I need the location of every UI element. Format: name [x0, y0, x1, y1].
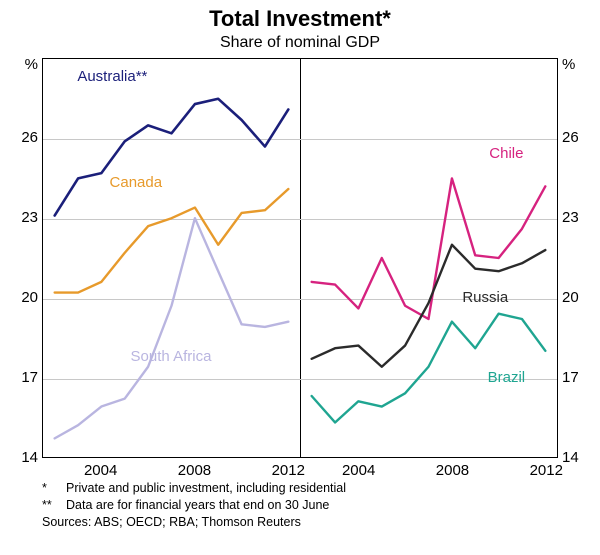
footnote-mark-1: *: [42, 480, 66, 497]
x-tick-label: 2012: [530, 462, 563, 479]
footnotes: * Private and public investment, includi…: [42, 480, 346, 531]
page-title: Total Investment*: [0, 6, 600, 32]
y-unit-label: %: [562, 56, 575, 73]
y-tick-label-left: 17: [8, 369, 38, 386]
x-tick-label: 2004: [342, 462, 375, 479]
x-tick-label: 2004: [84, 462, 117, 479]
series-label: Chile: [489, 145, 523, 162]
y-tick-label-left: 23: [8, 209, 38, 226]
y-tick-label-right: 20: [562, 289, 592, 306]
y-tick-label-right: 23: [562, 209, 592, 226]
footnote-text-2: Data are for financial years that end on…: [66, 497, 329, 514]
footnote-text-1: Private and public investment, including…: [66, 480, 346, 497]
series-label: Brazil: [488, 369, 526, 386]
y-tick-label-right: 14: [562, 449, 592, 466]
series-line: [55, 189, 289, 292]
x-tick-label: 2008: [178, 462, 211, 479]
x-tick-label: 2008: [436, 462, 469, 479]
series-line: [312, 178, 546, 319]
series-line: [55, 218, 289, 438]
chart-area: [42, 58, 558, 458]
y-tick-label-right: 26: [562, 129, 592, 146]
y-unit-label: %: [8, 56, 38, 73]
page-subtitle: Share of nominal GDP: [0, 34, 600, 52]
y-tick-label-left: 14: [8, 449, 38, 466]
y-tick-label-right: 17: [562, 369, 592, 386]
footnote-mark-2: **: [42, 497, 66, 514]
series-line: [55, 99, 289, 216]
series-line: [312, 245, 546, 367]
chart-svg: [43, 59, 557, 457]
series-label: South Africa: [131, 348, 212, 365]
y-tick-label-left: 26: [8, 129, 38, 146]
series-label: Russia: [462, 289, 508, 306]
y-tick-label-left: 20: [8, 289, 38, 306]
sources-line: Sources: ABS; OECD; RBA; Thomson Reuters: [42, 514, 346, 531]
series-label: Canada: [110, 174, 163, 191]
x-tick-label: 2012: [272, 462, 305, 479]
series-label: Australia**: [77, 68, 147, 85]
